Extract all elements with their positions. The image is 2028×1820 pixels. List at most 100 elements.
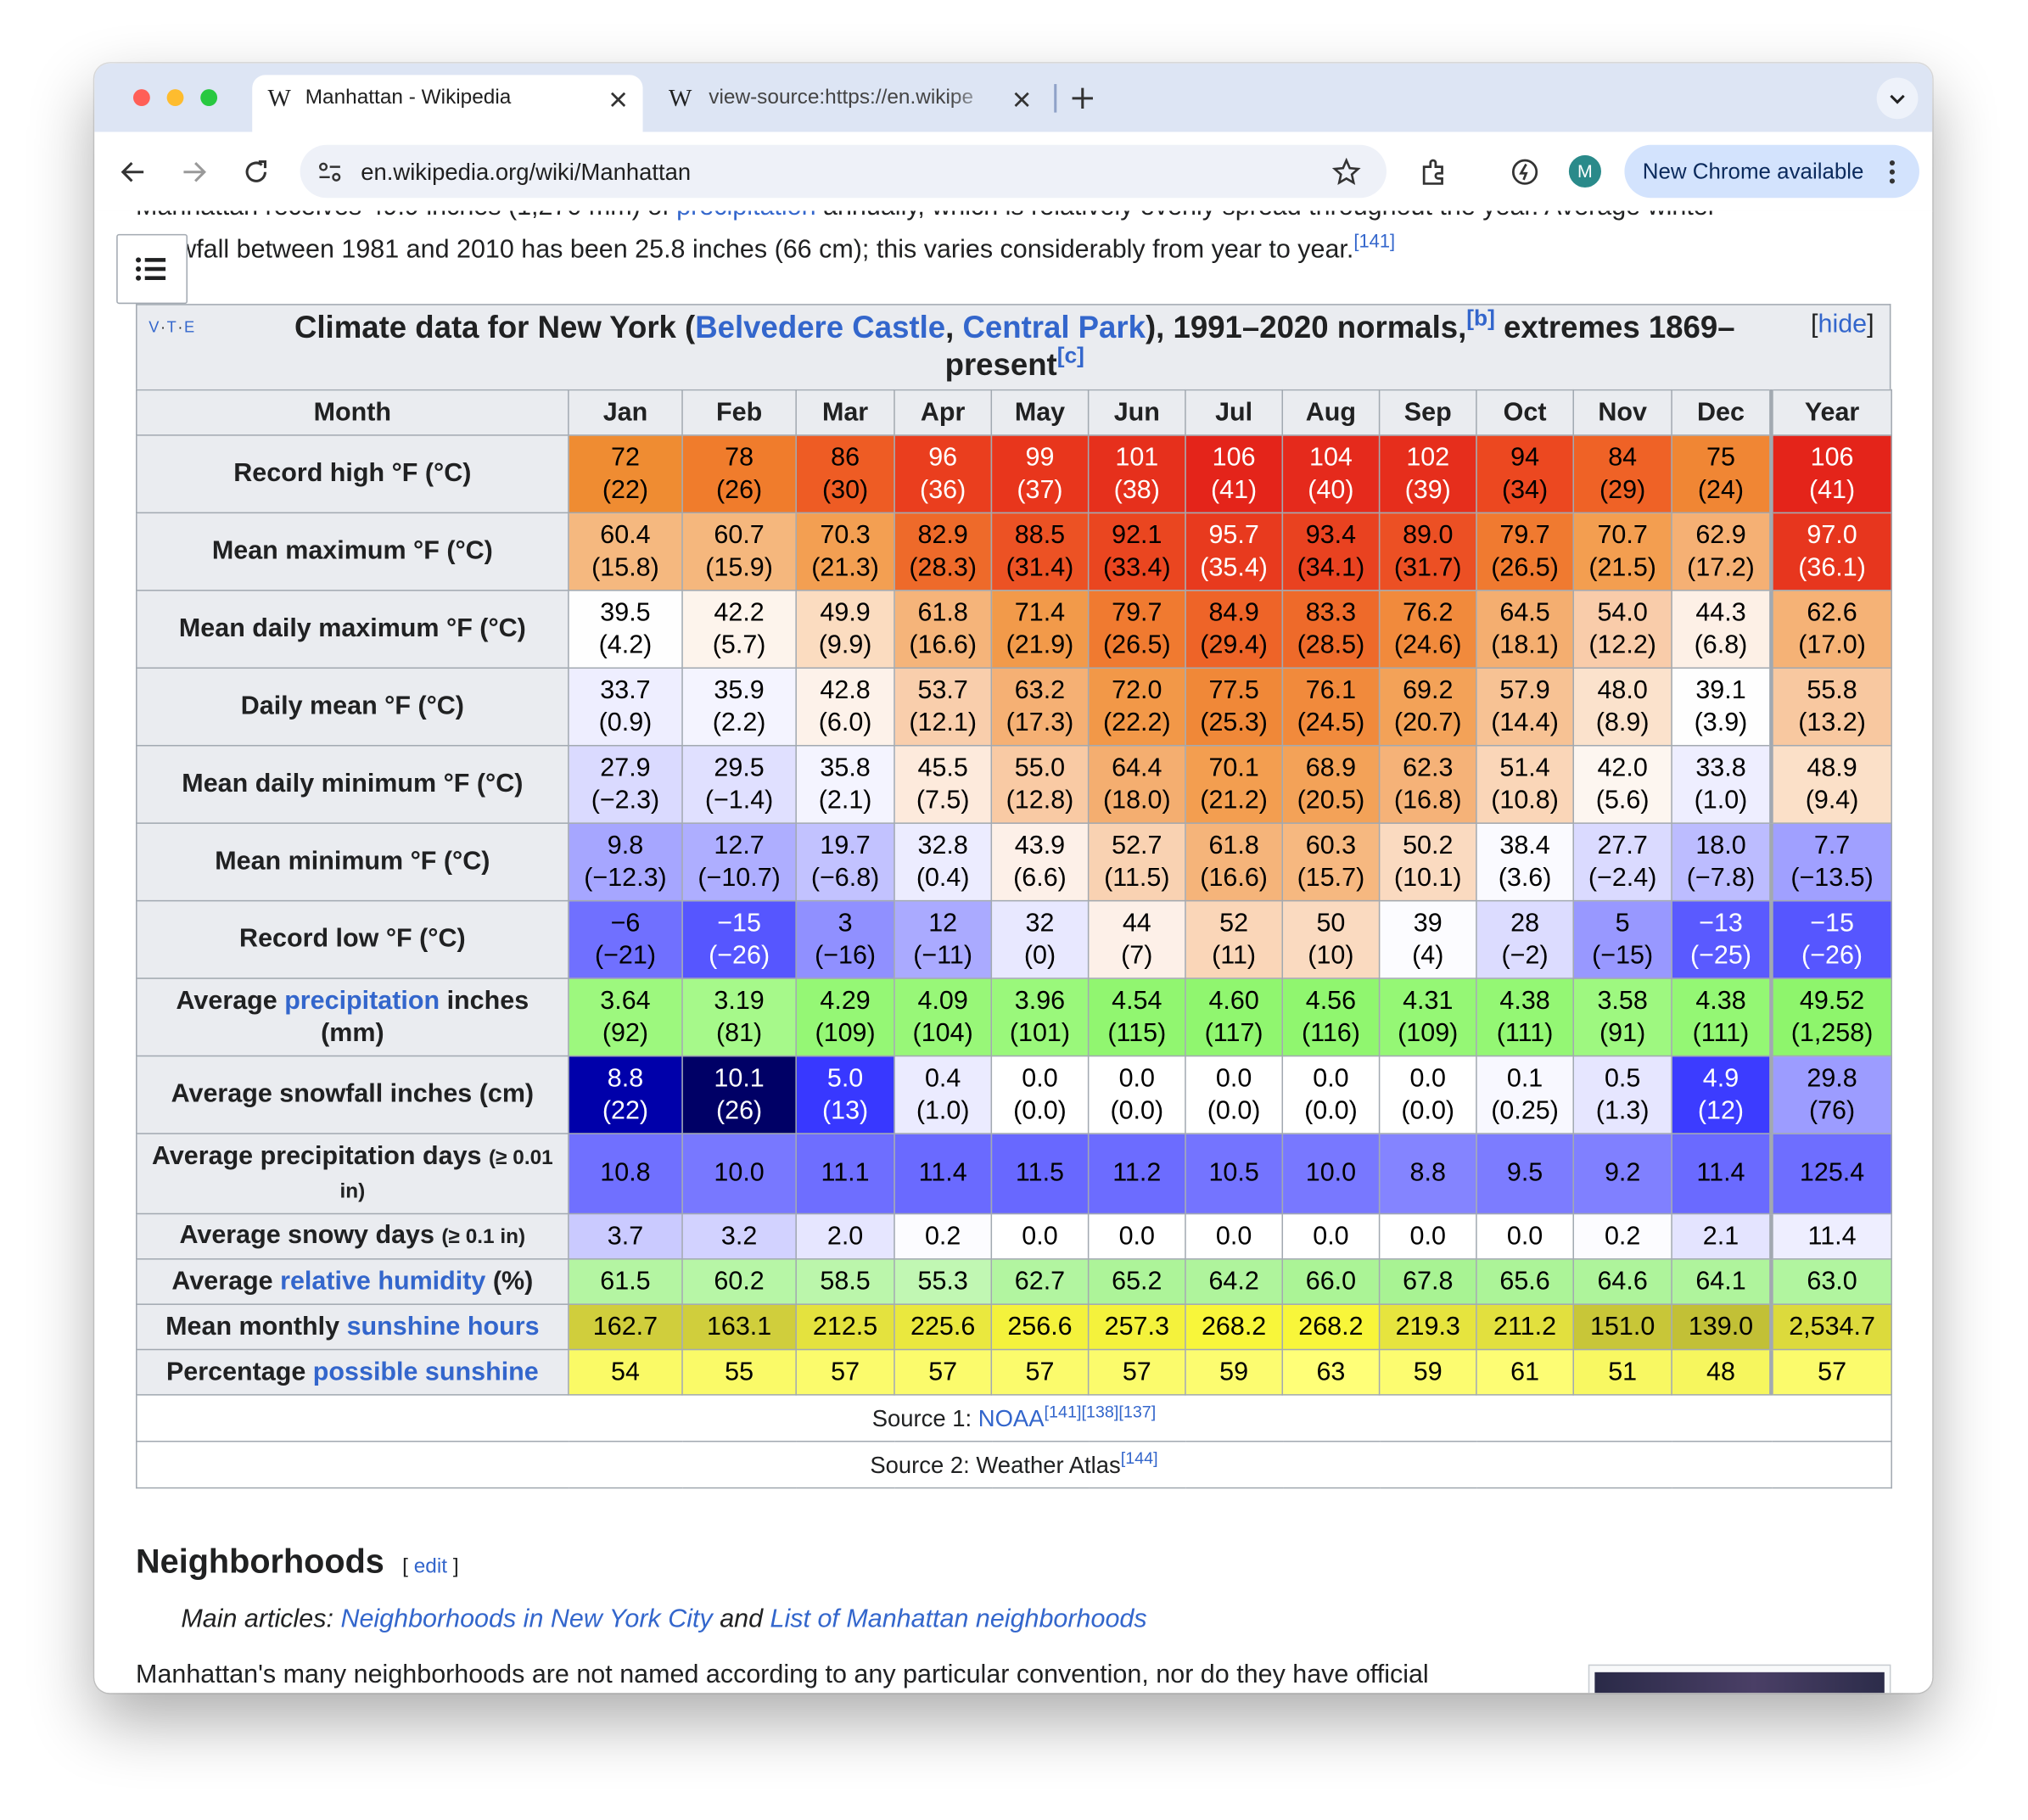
page-content: Manhattan receives 49.9 inches (1,270 mm… <box>94 210 1933 1694</box>
reference-link[interactable]: [144] <box>1120 1448 1158 1468</box>
browser-window: W Manhattan - Wikipedia W view-source:ht… <box>94 63 1933 1694</box>
table-row: Average precipitation inches (mm) 3.64 (9… <box>136 977 1892 1057</box>
table-row: Mean daily minimum °F (°C) 27.9 (−2.3) 29.… <box>136 744 1892 824</box>
table-cell: 55.0 (12.8) <box>990 744 1090 824</box>
table-cell: 38.4 (3.6) <box>1476 822 1574 902</box>
reference-link[interactable]: [c] <box>1056 342 1084 368</box>
table-cell: 64.6 <box>1572 1258 1672 1305</box>
table-cell: 61.8 (16.6) <box>894 590 993 669</box>
link[interactable]: relative humidity <box>280 1266 486 1296</box>
table-cell: 83.3 (28.5) <box>1281 590 1381 669</box>
table-cell: 3 (−16) <box>795 899 895 979</box>
table-cell: 64.5 (18.1) <box>1476 590 1574 669</box>
table-cell: 0.0 (0.0) <box>990 1055 1090 1134</box>
reference-link[interactable]: [137] <box>1118 1401 1157 1421</box>
link[interactable]: Central Park <box>962 310 1146 345</box>
menu-button[interactable] <box>1887 158 1897 187</box>
reference-link[interactable]: [141] <box>1044 1401 1082 1421</box>
link[interactable]: precipitation <box>284 986 440 1015</box>
table-cell: 48.0 (8.9) <box>1572 667 1672 747</box>
table-cell: 62.3 (16.8) <box>1378 744 1477 824</box>
table-cell: 39 (4) <box>1378 899 1477 979</box>
hatnote: Main articles: Neighborhoods in New York… <box>181 1599 1146 1641</box>
table-cell: 77.5 (25.3) <box>1185 667 1284 747</box>
navbar-link[interactable]: E <box>183 317 196 337</box>
link[interactable]: hide <box>1818 310 1868 339</box>
table-cell: 54.0 (12.2) <box>1572 590 1672 669</box>
tab-close[interactable] <box>1012 91 1030 109</box>
table-cell: 92.1 (33.4) <box>1087 512 1186 591</box>
table-cell: 9.5 <box>1476 1133 1574 1215</box>
reference-link[interactable]: [138] <box>1081 1401 1119 1421</box>
row-header: Percentage possible sunshine <box>136 1348 569 1396</box>
table-cell: 219.3 <box>1378 1303 1477 1351</box>
reload-button[interactable] <box>242 158 271 187</box>
table-cell: 49.52 (1,258) <box>1769 977 1892 1057</box>
table-cell: 10.5 <box>1185 1133 1284 1215</box>
table-cell: 57.9 (14.4) <box>1476 667 1574 747</box>
tab[interactable]: W view-source:https://en.wikipe <box>651 75 1039 132</box>
tab-active[interactable]: W Manhattan - Wikipedia <box>252 75 643 132</box>
performance[interactable] <box>1510 156 1541 188</box>
column-header: Aug <box>1281 389 1381 436</box>
table-cell: 28 (−2) <box>1476 899 1574 979</box>
minimize-window[interactable] <box>166 89 184 106</box>
table-cell: 64.2 <box>1185 1258 1284 1305</box>
site-info[interactable] <box>317 159 342 184</box>
toc-button[interactable] <box>116 233 188 305</box>
extensions[interactable] <box>1419 156 1450 188</box>
link[interactable]: Neighborhoods in New York City <box>340 1604 713 1634</box>
source-cell: Source 2: Weather Atlas[144] <box>136 1440 1892 1489</box>
table-cell: 63.0 <box>1769 1258 1892 1305</box>
back-button[interactable] <box>119 158 148 187</box>
table-cell: 268.2 <box>1281 1303 1381 1351</box>
tab-close[interactable] <box>609 91 627 109</box>
table-cell: 162.7 <box>568 1303 683 1351</box>
tab-title: view-source:https://en.wikipe <box>709 87 974 109</box>
text: Climate data for New York ( <box>294 310 696 345</box>
table-cell: 52.7 (11.5) <box>1087 822 1186 902</box>
url[interactable]: en.wikipedia.org/wiki/Manhattan <box>361 159 692 185</box>
table-cell: 79.7 (26.5) <box>1087 590 1186 669</box>
link[interactable]: Belvedere Castle <box>695 310 946 345</box>
tab-search[interactable] <box>1876 77 1919 120</box>
text: Source 2: Weather Atlas <box>870 1451 1121 1478</box>
zoom-window[interactable] <box>200 89 218 106</box>
update-button[interactable]: New Chrome available <box>1624 144 1919 199</box>
navbar-link[interactable]: V <box>148 317 161 337</box>
table-cell: 11.4 <box>894 1133 993 1215</box>
text: Mean maximum °F (°C) <box>211 536 493 566</box>
source-cell: Source 1: NOAA[141][138][137] <box>136 1394 1892 1442</box>
table-cell: 62.6 (17.0) <box>1769 590 1892 669</box>
table-cell: 70.1 (21.2) <box>1185 744 1284 824</box>
reference-link[interactable]: [b] <box>1466 304 1495 331</box>
table-cell: 58.5 <box>795 1258 895 1305</box>
link[interactable]: sunshine hours <box>346 1312 540 1341</box>
table-cell: −13 (−25) <box>1671 899 1773 979</box>
address-bar[interactable]: en.wikipedia.org/wiki/Manhattan <box>300 144 1387 199</box>
forward-button[interactable] <box>180 158 209 187</box>
new-tab[interactable] <box>1071 87 1094 109</box>
link[interactable]: edit <box>413 1555 448 1578</box>
link[interactable]: NOAA <box>978 1405 1045 1431</box>
close-window[interactable] <box>132 89 150 106</box>
bookmark-star[interactable] <box>1331 157 1361 187</box>
reference-link[interactable]: [141] <box>1353 231 1396 253</box>
column-header: Dec <box>1671 389 1773 436</box>
text: Mean minimum °F (°C) <box>215 847 490 876</box>
table-cell: 55.3 <box>894 1258 993 1305</box>
column-header: Feb <box>681 389 797 436</box>
link[interactable]: List of Manhattan neighborhoods <box>770 1604 1147 1634</box>
table-cell: 7.7 (−13.5) <box>1769 822 1892 902</box>
table-cell: 84.9 (29.4) <box>1185 590 1284 669</box>
link[interactable]: possible sunshine <box>312 1357 539 1386</box>
table-cell: 10.1 (26) <box>681 1055 797 1134</box>
table-cell: 27.7 (−2.4) <box>1572 822 1672 902</box>
table-cell: 63.2 (17.3) <box>990 667 1090 747</box>
navbar-link[interactable]: T <box>166 317 178 337</box>
profile-avatar[interactable]: M <box>1568 154 1601 188</box>
tab-bar: W Manhattan - Wikipedia W view-source:ht… <box>94 63 1933 132</box>
link[interactable]: precipitation <box>676 210 815 221</box>
text: Mean daily minimum °F (°C) <box>182 769 524 798</box>
table-cell: 0.0 <box>990 1212 1090 1260</box>
